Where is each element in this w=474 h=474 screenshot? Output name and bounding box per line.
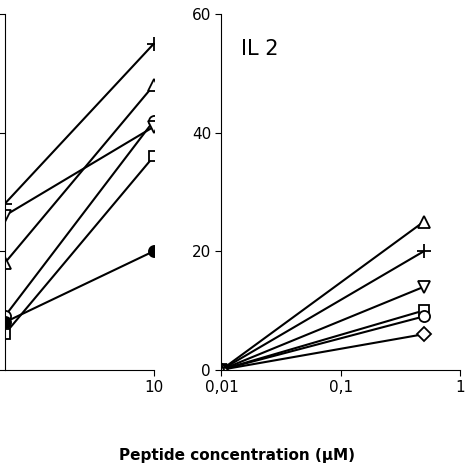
Text: IL 2: IL 2 bbox=[240, 39, 278, 59]
Text: Peptide concentration (μM): Peptide concentration (μM) bbox=[119, 447, 355, 463]
